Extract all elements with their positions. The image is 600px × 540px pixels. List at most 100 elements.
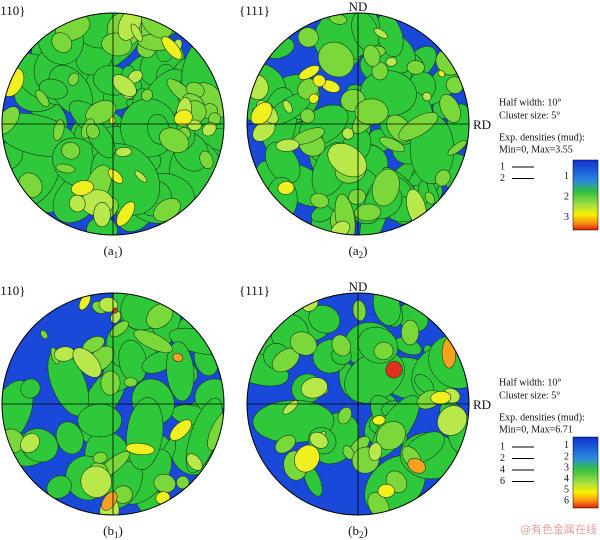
density-blob: [371, 61, 389, 81]
density-blob: [265, 141, 301, 184]
density-blob: [187, 119, 202, 131]
panel-label-part: ): [364, 523, 368, 538]
legend-text: Exp. densities (mud):: [499, 132, 585, 143]
density-blob: [172, 352, 184, 363]
density-blob: [331, 334, 352, 357]
nd-label: ND: [349, 279, 368, 294]
density-blob: [169, 419, 192, 441]
colorbar-label: 2: [564, 191, 569, 202]
panel-label-part: 1: [114, 250, 119, 260]
density-blob: [342, 445, 355, 460]
pole-label: {110}: [0, 3, 26, 18]
colorbar-label: 6: [564, 496, 569, 507]
density-blob: [300, 377, 328, 399]
density-blob: [20, 378, 41, 399]
contour-level: 6: [500, 476, 505, 487]
density-blob: [274, 434, 296, 454]
colorbar: [572, 436, 599, 509]
colorbar-label: 5: [564, 485, 569, 496]
legend-text: Min=0, Max=6.71: [499, 424, 573, 435]
pole-outline: [1, 12, 225, 236]
density-blob: [385, 57, 398, 67]
panel-label-part: ): [363, 243, 367, 258]
density-blob: [51, 32, 73, 53]
panel-label-part: 1: [114, 530, 119, 540]
density-blob: [109, 116, 116, 125]
density-blob: [308, 93, 320, 104]
panel-label-part: 2: [359, 530, 364, 540]
density-blob: [159, 127, 190, 153]
density-blob: [100, 370, 121, 396]
density-blob: [447, 140, 467, 156]
density-blob: [111, 74, 137, 97]
density-blob: [354, 203, 382, 222]
density-blob: [327, 143, 367, 178]
density-blob: [377, 483, 395, 498]
panel-label-part: (b: [103, 523, 114, 538]
panel-label: (b2): [348, 523, 368, 540]
watermark: @有色金属在线: [520, 522, 597, 536]
density-blob: [341, 127, 354, 140]
legend-text: Cluster size: 5°: [499, 390, 560, 401]
density-blob: [40, 330, 49, 340]
contour-level: 4: [500, 464, 505, 475]
density-blob: [107, 168, 124, 184]
colorbar-label: 3: [564, 462, 569, 473]
density-blob: [176, 475, 190, 490]
density-blob: [116, 201, 136, 227]
density-blob: [348, 188, 367, 205]
density-blob: [294, 444, 320, 473]
colorbar-label: 1: [564, 171, 569, 182]
pole-outline: [246, 12, 470, 236]
nd-label: ND: [349, 0, 368, 14]
density-blob: [372, 415, 386, 426]
density-blob: [371, 168, 400, 207]
density-blob: [115, 147, 132, 157]
density-blob: [250, 101, 273, 126]
contour-level: 2: [500, 453, 505, 464]
panel-label-part: (b: [348, 523, 359, 538]
density-blob: [208, 112, 222, 126]
density-blob: [85, 100, 117, 125]
panel-label: (a2): [349, 243, 368, 260]
density-blob: [277, 181, 295, 195]
density-blob: [379, 136, 405, 153]
density-blob: [109, 320, 129, 338]
density-blob: [317, 41, 355, 78]
density-blob: [173, 109, 193, 127]
pole-label: {110}: [0, 283, 26, 298]
density-blob: [134, 170, 148, 183]
density-blob: [300, 108, 315, 124]
density-blob: [439, 94, 461, 123]
pole-outline: [1, 292, 225, 516]
density-blob: [385, 360, 403, 379]
density-blob: [71, 180, 94, 196]
density-blob: [373, 28, 388, 39]
pole-figure: [247, 293, 469, 515]
panel-label: (b1): [103, 523, 123, 540]
density-blob: [80, 465, 112, 498]
density-blob: [309, 431, 329, 449]
density-blob: [20, 433, 41, 454]
density-blob: [398, 112, 439, 141]
density-blob: [207, 410, 224, 451]
density-blob: [77, 403, 122, 438]
colorbar-label: 4: [564, 473, 569, 484]
density-blob: [437, 405, 468, 436]
density-blob: [55, 163, 76, 174]
density-blob: [407, 458, 426, 474]
density-blob: [53, 119, 65, 141]
rd-label: RD: [473, 117, 491, 132]
density-blob: [141, 88, 153, 102]
panel-label-part: (a: [349, 243, 359, 258]
density-blob: [275, 138, 300, 152]
contour-level: 1: [500, 161, 505, 172]
density-blob: [46, 475, 72, 499]
legend-text: Cluster size: 5°: [499, 110, 560, 121]
density-blob: [199, 150, 214, 170]
density-blob: [93, 202, 111, 228]
panel-label-part: 2: [359, 250, 364, 260]
density-blob: [373, 341, 394, 360]
density-blob: [92, 451, 108, 464]
